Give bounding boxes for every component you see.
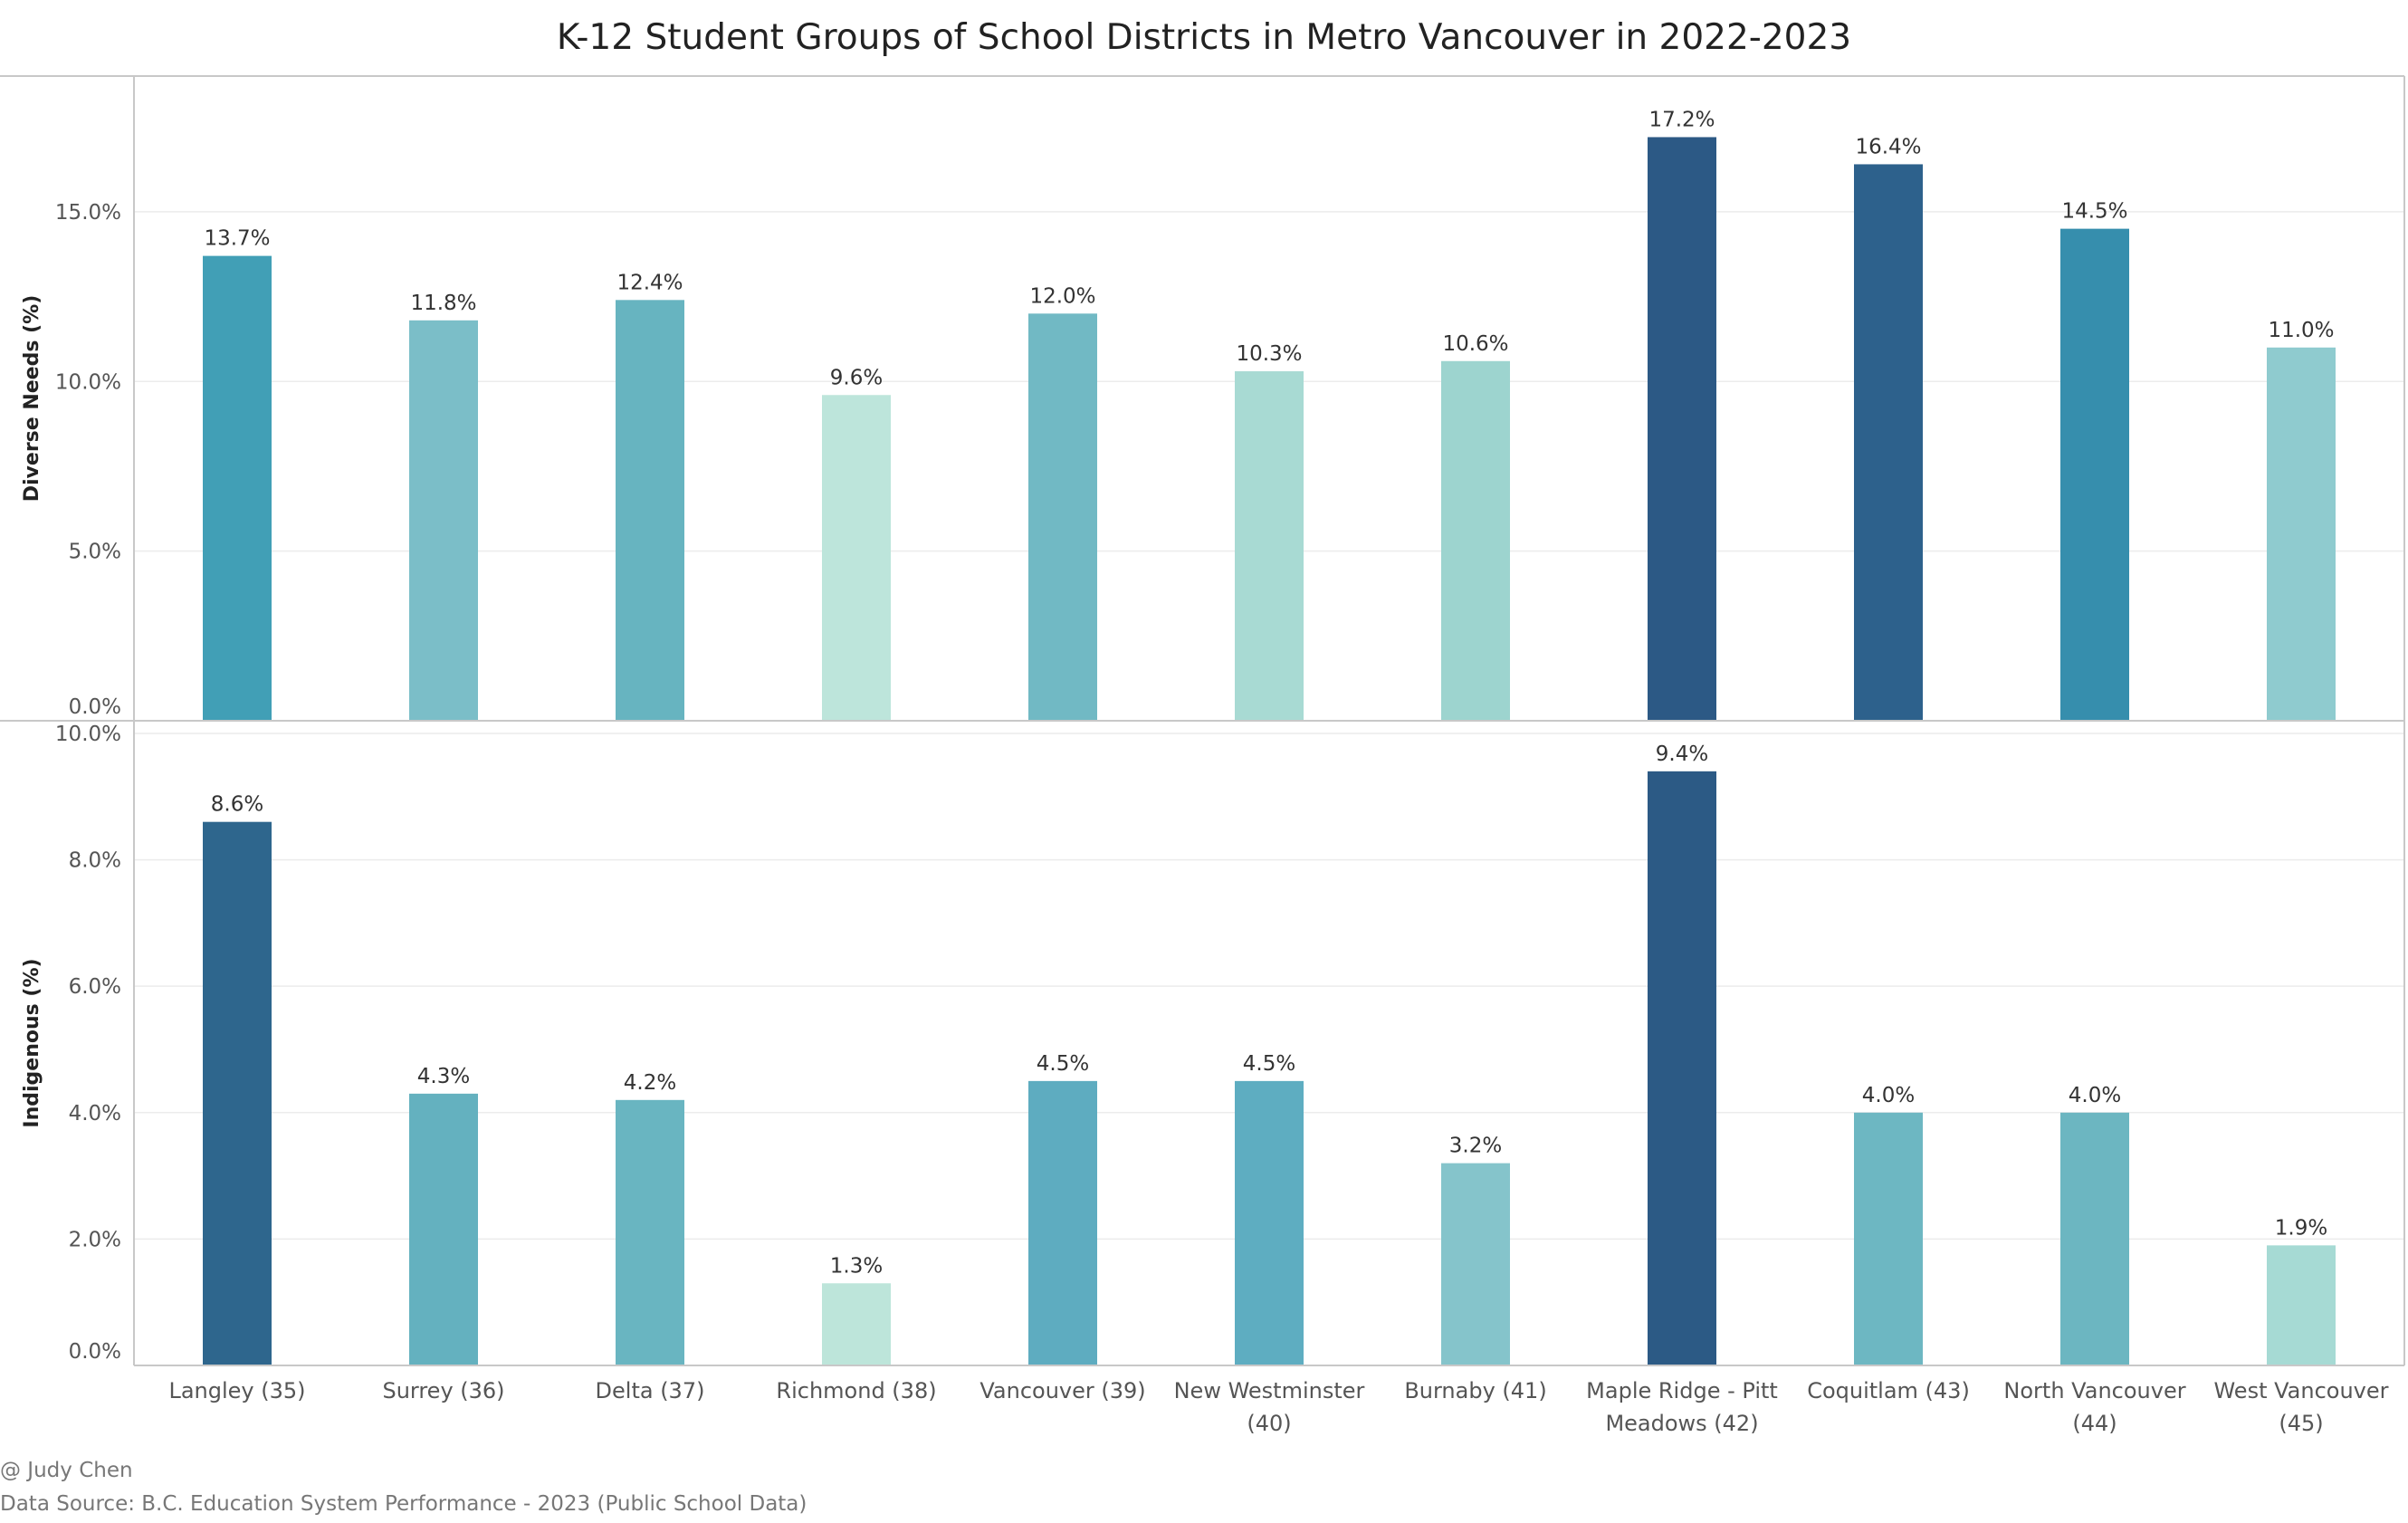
chart-title: K-12 Student Groups of School Districts … bbox=[557, 17, 1851, 58]
bar bbox=[1028, 313, 1097, 721]
data-label: 11.0% bbox=[2268, 319, 2334, 342]
category-label: Richmond (38) bbox=[776, 1378, 936, 1403]
data-label: 4.3% bbox=[417, 1065, 470, 1088]
data-label: 4.5% bbox=[1037, 1052, 1089, 1076]
bar bbox=[616, 1099, 684, 1365]
category-label: Surrey (36) bbox=[382, 1378, 504, 1403]
bar bbox=[2267, 1245, 2336, 1365]
data-label: 8.6% bbox=[211, 793, 263, 817]
bar bbox=[1441, 1163, 1510, 1365]
y-axis-label: Indigenous (%) bbox=[21, 958, 43, 1127]
bar bbox=[1648, 137, 1716, 721]
bar bbox=[1648, 771, 1716, 1365]
category-label: Burnaby (41) bbox=[1404, 1378, 1546, 1403]
y-tick-label: 10.0% bbox=[55, 370, 121, 394]
bar bbox=[203, 255, 272, 721]
bar bbox=[2060, 228, 2129, 721]
category-label: Vancouver (39) bbox=[979, 1378, 1145, 1403]
category-label: North Vancouver (44) bbox=[2003, 1378, 2185, 1436]
bar bbox=[1235, 1080, 1304, 1365]
data-label: 12.0% bbox=[1029, 284, 1095, 308]
data-label: 10.6% bbox=[1442, 332, 1508, 356]
category-label: West Vancouver (45) bbox=[2213, 1378, 2388, 1436]
y-tick-label: 0.0% bbox=[69, 1340, 121, 1364]
data-label: 10.3% bbox=[1236, 342, 1302, 366]
bar bbox=[1235, 371, 1304, 721]
data-label: 1.3% bbox=[830, 1254, 883, 1278]
data-label: 4.5% bbox=[1243, 1052, 1295, 1076]
data-source-text: Data Source: B.C. Education System Perfo… bbox=[0, 1492, 807, 1516]
data-label: 9.6% bbox=[830, 366, 883, 389]
y-axis-label: Diverse Needs (%) bbox=[21, 295, 43, 503]
data-label: 13.7% bbox=[204, 227, 270, 251]
panel-2: 0.0% 2.0% 4.0% 6.0% 8.0% 10.0% Indigenous (%) 8… bbox=[21, 721, 2404, 1365]
bar bbox=[2267, 347, 2336, 721]
y-tick-label: 10.0% bbox=[55, 723, 121, 746]
data-label: 16.4% bbox=[1855, 135, 1921, 158]
data-label: 17.2% bbox=[1648, 108, 1715, 131]
data-label: 4.0% bbox=[1862, 1084, 1915, 1107]
bar bbox=[2060, 1112, 2129, 1365]
data-label: 4.2% bbox=[624, 1071, 676, 1095]
y-tick-label: 15.0% bbox=[55, 201, 121, 225]
category-axis: Langley (35) Surrey (36) Delta (37) Richmon… bbox=[168, 1378, 2388, 1436]
category-label: Langley (35) bbox=[168, 1378, 305, 1403]
data-label: 3.2% bbox=[1449, 1135, 1502, 1158]
category-label: New Westminster (40) bbox=[1174, 1378, 1365, 1436]
bar bbox=[822, 395, 891, 721]
y-tick-label: 2.0% bbox=[69, 1228, 121, 1251]
y-tick-label: 8.0% bbox=[69, 849, 121, 873]
bar bbox=[1441, 360, 1510, 721]
y-tick-label: 4.0% bbox=[69, 1102, 121, 1125]
data-label: 1.9% bbox=[2275, 1216, 2327, 1240]
bar bbox=[409, 1093, 478, 1365]
y-tick-label: 6.0% bbox=[69, 975, 121, 999]
bar bbox=[409, 320, 478, 721]
data-label: 14.5% bbox=[2061, 200, 2127, 224]
data-label: 9.4% bbox=[1656, 742, 1708, 766]
bar bbox=[616, 300, 684, 721]
chart-panels: 0.0% 5.0% 10.0% 15.0% Diverse Needs (%) 13.7%… bbox=[0, 75, 2405, 1366]
bar bbox=[1854, 164, 1923, 721]
data-label: 4.0% bbox=[2069, 1084, 2121, 1107]
category-label: Delta (37) bbox=[596, 1378, 705, 1403]
bar bbox=[822, 1283, 891, 1365]
panel-1: 0.0% 5.0% 10.0% 15.0% Diverse Needs (%) 13.7%… bbox=[21, 76, 2404, 721]
credit-text: @ Judy Chen bbox=[0, 1459, 133, 1482]
bar bbox=[1028, 1080, 1097, 1365]
category-label: Maple Ridge - Pitt Meadows (42) bbox=[1586, 1378, 1778, 1436]
y-tick-label: 0.0% bbox=[69, 695, 121, 719]
data-label: 11.8% bbox=[410, 292, 476, 315]
bar bbox=[203, 821, 272, 1365]
y-tick-label: 5.0% bbox=[69, 541, 121, 564]
data-label: 12.4% bbox=[616, 271, 683, 294]
category-label: Coquitlam (43) bbox=[1807, 1378, 1970, 1403]
bar bbox=[1854, 1112, 1923, 1365]
